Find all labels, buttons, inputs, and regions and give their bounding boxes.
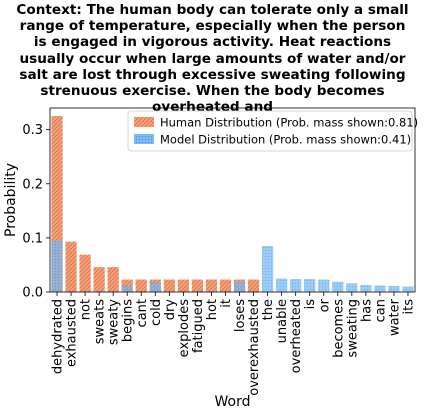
human-bar-sweaty <box>107 267 119 292</box>
human-bar-hot <box>205 279 218 292</box>
human-bar-fatigued <box>191 279 204 292</box>
model-bar-overheated <box>290 279 302 292</box>
x-tick-label-exhausted: exhausted <box>65 299 80 367</box>
chart-title-line: strenuous exercise. When the body become… <box>40 83 385 100</box>
x-tick-label-begins: begins <box>121 299 136 342</box>
x-tick-label-overheated: overheated <box>289 299 304 373</box>
x-tick-label-overexhausted: overexhausted <box>247 299 262 396</box>
chart-title-line: range of temperature, especially when th… <box>19 18 406 35</box>
legend-box <box>127 110 413 152</box>
chart-title-line: salt are lost through excessive sweating… <box>19 66 406 83</box>
model-bar-begins <box>121 286 133 292</box>
y-tick-label: 0.1 <box>22 231 43 246</box>
x-tick-label-has: has <box>359 299 374 322</box>
y-tick-label: 0.3 <box>22 123 43 138</box>
x-tick-label-sweating: sweating <box>345 299 360 358</box>
human-bar-begins <box>121 279 133 292</box>
model-bar-is <box>304 279 316 292</box>
model-bar-cold <box>149 282 161 292</box>
human-bar-overexhausted <box>247 279 260 292</box>
x-tick-label-sweats: sweats <box>93 299 108 344</box>
x-tick-label-explodes: explodes <box>177 299 192 358</box>
model-bar-water <box>388 286 400 292</box>
human-bar-it <box>219 279 232 292</box>
human-bar-explodes <box>177 279 189 292</box>
plot-frame <box>49 107 416 293</box>
chart-title-line: is engaged in vigorous activity. Heat re… <box>33 34 392 51</box>
model-bar-sweating <box>346 283 358 292</box>
human-bar-not <box>79 254 91 292</box>
model-bar-dehydrated <box>51 240 63 292</box>
x-tick-label-hot: hot <box>205 299 220 320</box>
human-bar-cant <box>135 279 147 292</box>
x-tick-label-it: it <box>219 299 234 308</box>
legend-entry: Human Distribution (Prob. mass shown:0.8… <box>160 116 418 130</box>
x-tick-label-becomes: becomes <box>331 299 346 358</box>
y-tick-label: 0.0 <box>22 286 43 301</box>
model-bar-unable <box>276 278 288 292</box>
x-tick-label-cold: cold <box>149 299 164 326</box>
model-bar-its <box>402 286 414 292</box>
model-bar-loses <box>233 281 246 292</box>
model-bar-has <box>360 284 372 292</box>
chart-title-line: usually occur when large amounts of wate… <box>19 50 406 67</box>
x-tick-label-fatigued: fatigued <box>191 299 206 353</box>
chart-title-line: Context: The human body can tolerate onl… <box>16 2 409 18</box>
x-tick-label-the: the <box>261 299 276 320</box>
x-axis-label: Word <box>215 394 251 410</box>
model-bar-becomes <box>332 281 344 292</box>
model-bar-or <box>318 279 330 292</box>
legend-swatch <box>134 134 154 144</box>
x-tick-label-its: its <box>401 299 416 315</box>
legend-entry: Model Distribution (Prob. mass shown:0.4… <box>160 133 411 147</box>
legend-swatch <box>134 117 154 127</box>
y-axis-label: Probability <box>3 163 19 237</box>
human-bar-dry <box>163 279 175 292</box>
model-bar-the <box>261 246 274 292</box>
x-tick-label-water: water <box>387 298 402 336</box>
x-tick-label-dehydrated: dehydrated <box>51 299 66 374</box>
human-bar-exhausted <box>65 241 77 292</box>
y-tick-label: 0.2 <box>22 177 43 192</box>
x-tick-label-dry: dry <box>163 299 178 321</box>
x-tick-label-sweaty: sweaty <box>107 299 122 345</box>
x-tick-label-is: is <box>303 299 318 310</box>
model-bar-can <box>374 285 386 292</box>
x-tick-label-cant: cant <box>135 299 150 327</box>
x-tick-label-can: can <box>373 299 388 322</box>
human-bar-dehydrated <box>51 116 63 293</box>
x-tick-label-loses: loses <box>233 299 248 332</box>
x-tick-label-not: not <box>79 299 94 320</box>
x-tick-label-or: or <box>317 298 332 312</box>
human-bar-sweats <box>93 267 105 292</box>
x-tick-label-unable: unable <box>275 299 290 343</box>
